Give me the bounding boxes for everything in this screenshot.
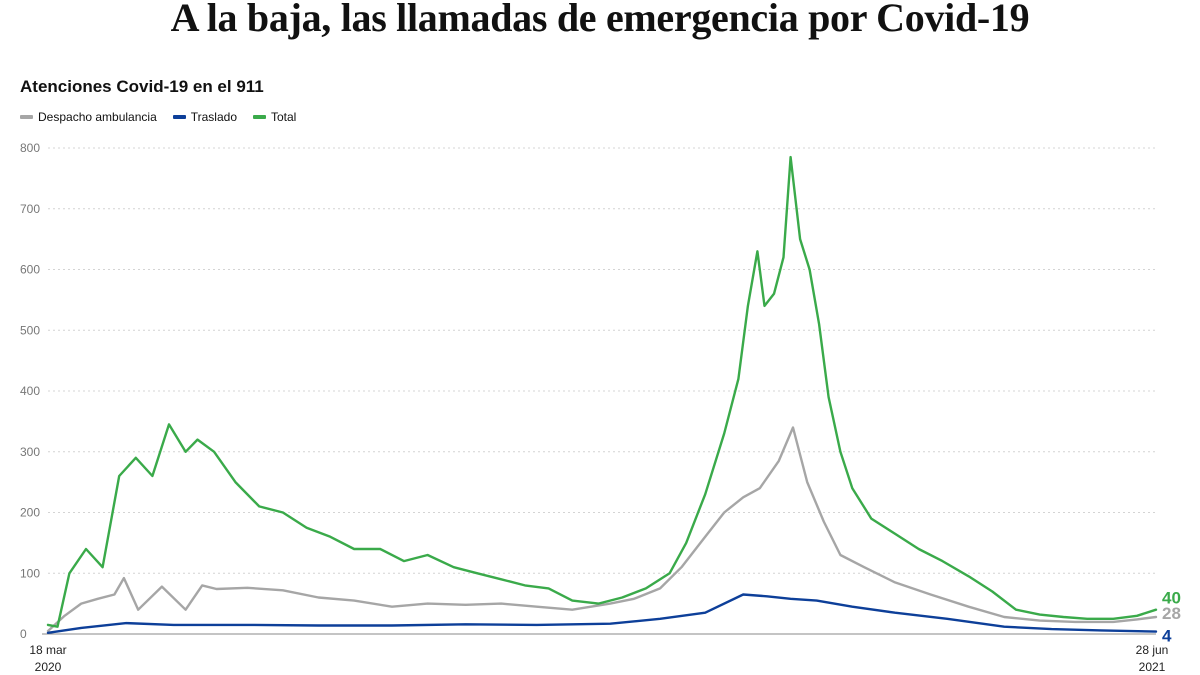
legend-label-total: Total (271, 110, 297, 124)
legend-item-total: Total (253, 110, 296, 124)
x-label-2020-03-18: 18 mar (29, 643, 66, 657)
y-tick-label-800: 800 (20, 141, 40, 155)
legend-item-despacho-ambulancia: Despacho ambulancia (20, 110, 157, 124)
legend: Despacho ambulancia Traslado Total (20, 110, 296, 124)
y-tick-label-300: 300 (20, 445, 40, 459)
legend-swatch-total (253, 115, 266, 119)
series-line-total (46, 155, 1158, 628)
y-tick-label-100: 100 (20, 566, 40, 580)
y-tick-label-0: 0 (20, 627, 27, 641)
end-label-traslado: 4 (1162, 627, 1172, 646)
x-label-2021-06-28: 28 jun (1136, 643, 1169, 657)
y-tick-label-700: 700 (20, 202, 40, 216)
x-label-year-2021-06-28: 2021 (1139, 660, 1166, 674)
y-tick-label-500: 500 (20, 323, 40, 337)
y-tick-label-600: 600 (20, 263, 40, 277)
series-line-traslado (46, 593, 1158, 634)
x-label-year-2020-03-18: 2020 (35, 660, 62, 674)
series-line-despacho-ambulancia (46, 426, 1158, 633)
legend-swatch-traslado (172, 115, 186, 119)
legend-label-traslado: Traslado (190, 110, 237, 124)
headline: A la baja, las llamadas de emergencia po… (170, 0, 1030, 40)
legend-swatch-despacho-ambulancia (20, 115, 33, 119)
legend-label-despacho-ambulancia: Despacho ambulancia (38, 110, 157, 124)
chart-title: Atenciones Covid-19 en el 911 (20, 77, 264, 96)
end-label-despacho-ambulancia: 28 (1162, 604, 1181, 623)
y-tick-label-200: 200 (20, 506, 40, 520)
y-tick-label-400: 400 (20, 384, 40, 398)
legend-item-traslado: Traslado (172, 110, 237, 124)
end-label-total: 40 (1162, 589, 1181, 608)
